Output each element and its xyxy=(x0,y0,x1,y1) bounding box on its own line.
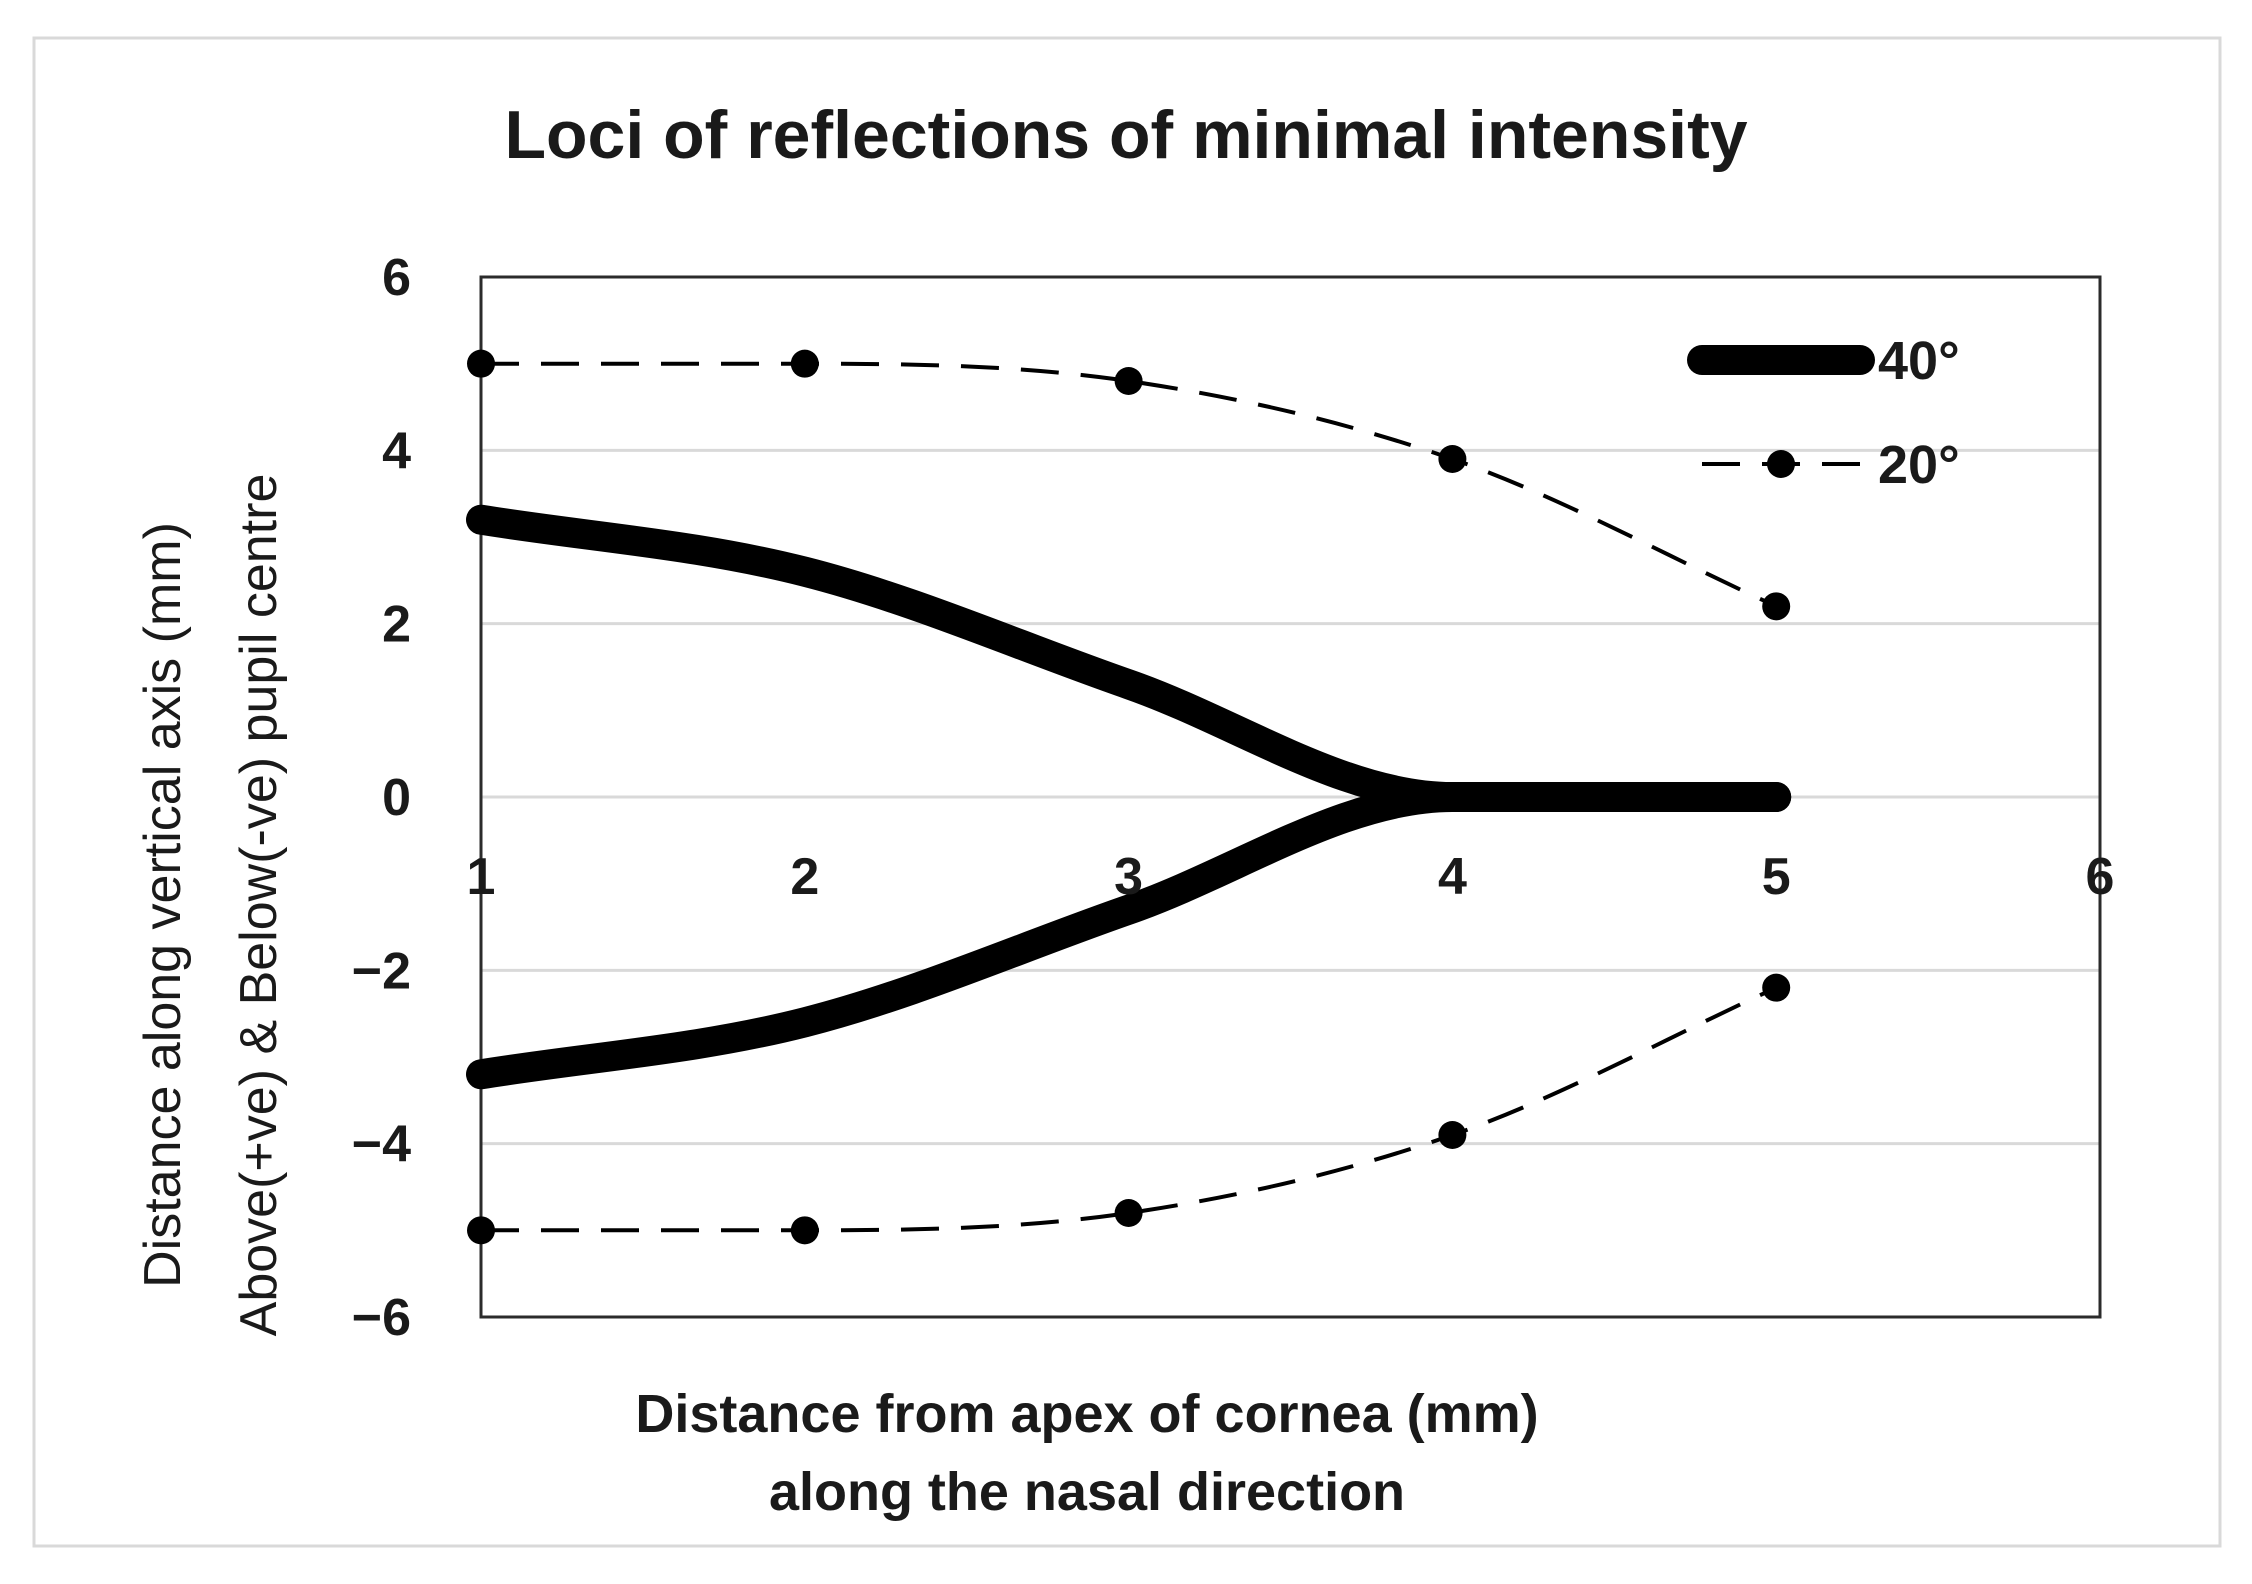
y-tick-label-1: 4 xyxy=(382,422,411,480)
gridlines xyxy=(481,448,2100,1146)
x-tick-label-5: 6 xyxy=(2086,848,2115,906)
series-1-branch-0-point-3 xyxy=(1438,445,1467,473)
series-1-branch-1-point-0 xyxy=(467,1216,495,1245)
plot-frame xyxy=(479,275,2102,1319)
legend-item-1: 20° xyxy=(1702,435,1960,495)
legend-item-0: 40° xyxy=(1687,331,1960,391)
plot-area-border xyxy=(479,275,2102,1319)
series-1-branch-0-point-4 xyxy=(1762,592,1791,621)
y-tick-labels: 6 4 2 0 −2 −4 −6 xyxy=(352,249,411,1347)
legend: 40° 20° xyxy=(1687,331,1960,495)
y-tick-label-0: 6 xyxy=(382,249,411,307)
series-1-line-0 xyxy=(481,361,1778,609)
x-axis-label-line-1: Distance from apex of cornea (mm) xyxy=(635,1384,1538,1444)
x-tick-label-3: 4 xyxy=(1438,848,1467,906)
series-1-branch-1-point-3 xyxy=(1438,1121,1467,1149)
x-tick-labels: 1 2 3 4 5 6 xyxy=(467,848,2115,906)
y-axis-label-line-1: Distance along vertical axis (mm) xyxy=(134,522,192,1288)
y-tick-label-2: 2 xyxy=(382,596,411,654)
x-tick-label-2: 3 xyxy=(1114,848,1143,906)
y-tick-label-6: −6 xyxy=(352,1289,411,1347)
series-0-line-1 xyxy=(466,781,1792,1090)
y-axis-label: Distance along vertical axis (mm) Above(… xyxy=(134,474,288,1337)
series-1-branch-1-point-1 xyxy=(790,1216,819,1245)
series-1-branch-0-point-0 xyxy=(467,349,495,378)
series-1-branch-0-point-2 xyxy=(1114,367,1143,395)
series-0 xyxy=(466,504,1792,1090)
y-axis-label-line-2: Above(+ve) & Below(-ve) pupil centre xyxy=(230,474,288,1337)
chart-title: Loci of reflections of minimal intensity xyxy=(504,97,1747,173)
series-1 xyxy=(467,349,1791,1245)
series-1-branch-1-point-4 xyxy=(1762,973,1791,1002)
x-axis-label-line-2: along the nasal direction xyxy=(769,1462,1405,1522)
y-tick-label-3: 0 xyxy=(382,769,411,827)
y-tick-label-4: −2 xyxy=(352,942,411,1000)
figure-border xyxy=(32,36,2222,1548)
x-tick-label-1: 2 xyxy=(790,848,819,906)
series-1-branch-1-point-2 xyxy=(1114,1199,1143,1227)
series-1-line-1 xyxy=(481,985,1778,1233)
x-tick-label-4: 5 xyxy=(1762,848,1791,906)
legend-marker-1 xyxy=(1767,450,1795,478)
y-tick-label-5: −4 xyxy=(352,1116,411,1174)
series-1-branch-0-point-1 xyxy=(790,349,819,378)
legend-label-1: 20° xyxy=(1878,435,1960,495)
x-tick-label-0: 1 xyxy=(467,848,496,906)
x-axis-label: Distance from apex of cornea (mm) along … xyxy=(635,1384,1538,1522)
legend-label-0: 40° xyxy=(1878,331,1960,391)
series-layer xyxy=(466,349,1792,1245)
